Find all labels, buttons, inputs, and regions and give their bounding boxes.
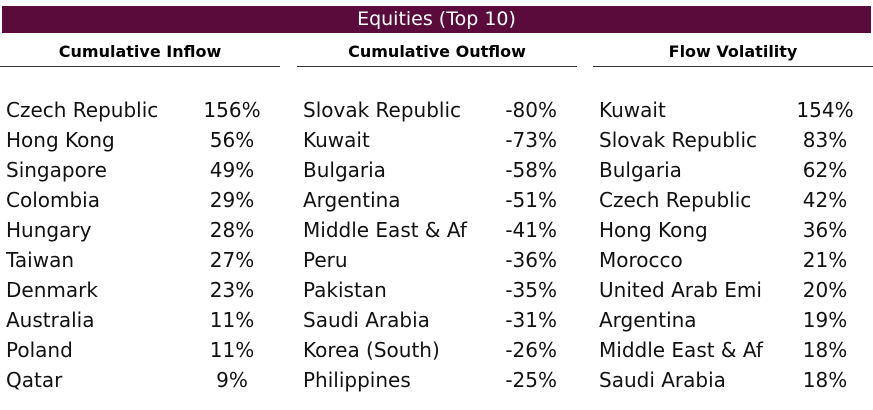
row-name: Denmark <box>6 278 98 302</box>
row-value: 11% <box>209 308 255 332</box>
row-name: Philippines <box>303 368 411 392</box>
row-value: -58% <box>505 158 557 182</box>
row-value: 83% <box>802 128 848 152</box>
row-name: Peru <box>303 248 348 272</box>
row-value: 20% <box>802 278 848 302</box>
row-value: 42% <box>802 188 848 212</box>
row-name: Saudi Arabia <box>599 368 726 392</box>
row-value: -41% <box>505 218 557 242</box>
row-value: 62% <box>802 158 848 182</box>
row-value: 9% <box>216 368 248 392</box>
row-value: 23% <box>209 278 255 302</box>
column-header: Cumulative Outflow <box>297 40 577 67</box>
row-value: 11% <box>209 338 255 362</box>
row-name: Australia <box>6 308 95 332</box>
row-name: Hong Kong <box>599 218 708 242</box>
row-value: 156% <box>203 98 261 122</box>
row-name: Bulgaria <box>599 158 682 182</box>
row-name: Argentina <box>303 188 401 212</box>
row-value: 21% <box>802 248 848 272</box>
row-value: 29% <box>209 188 255 212</box>
table-title: Equities (Top 10) <box>2 6 871 33</box>
row-name: Colombia <box>6 188 100 212</box>
row-value: -31% <box>505 308 557 332</box>
row-name: Korea (South) <box>303 338 440 362</box>
row-name: Morocco <box>599 248 683 272</box>
row-value: 18% <box>802 368 848 392</box>
row-name: Hong Kong <box>6 128 115 152</box>
row-value: -35% <box>505 278 557 302</box>
row-value: -51% <box>505 188 557 212</box>
row-value: -80% <box>505 98 557 122</box>
row-name: Argentina <box>599 308 697 332</box>
row-name: Middle East & Af <box>599 338 763 362</box>
row-name: Kuwait <box>303 128 370 152</box>
row-value: -36% <box>505 248 557 272</box>
row-name: Singapore <box>6 158 107 182</box>
row-value: 56% <box>209 128 255 152</box>
row-name: Saudi Arabia <box>303 308 430 332</box>
row-name: Czech Republic <box>6 98 159 122</box>
row-value: 19% <box>802 308 848 332</box>
row-value: 49% <box>209 158 255 182</box>
row-name: Qatar <box>6 368 63 392</box>
row-value: -26% <box>505 338 557 362</box>
row-name: Kuwait <box>599 98 666 122</box>
row-name: Bulgaria <box>303 158 386 182</box>
row-name: Pakistan <box>303 278 387 302</box>
row-value: 27% <box>209 248 255 272</box>
row-name: Hungary <box>6 218 92 242</box>
row-name: Slovak Republic <box>303 98 461 122</box>
row-name: Middle East & Af <box>303 218 467 242</box>
row-name: Czech Republic <box>599 188 752 212</box>
row-name: Poland <box>6 338 73 362</box>
row-value: 28% <box>209 218 255 242</box>
row-value: 154% <box>796 98 854 122</box>
column-header: Cumulative Inflow <box>0 40 280 67</box>
row-value: -25% <box>505 368 557 392</box>
row-value: -73% <box>505 128 557 152</box>
row-value: 36% <box>802 218 848 242</box>
row-name: Taiwan <box>6 248 75 272</box>
row-name: Slovak Republic <box>599 128 757 152</box>
row-name: United Arab Emi <box>599 278 762 302</box>
row-value: 18% <box>802 338 848 362</box>
column-header: Flow Volatility <box>593 40 873 67</box>
